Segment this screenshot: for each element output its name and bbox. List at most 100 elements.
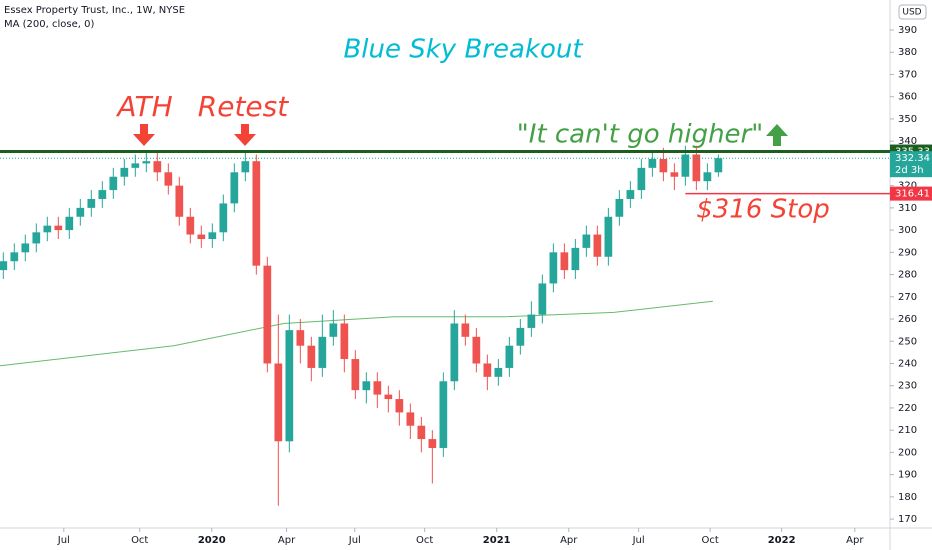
candle-body bbox=[395, 399, 404, 413]
candle-body bbox=[296, 330, 305, 346]
y-tick-label: 340 bbox=[898, 136, 917, 147]
annotation: "It can't go higher" bbox=[517, 120, 763, 150]
candle-body bbox=[65, 216, 74, 231]
y-tick-label: 310 bbox=[898, 203, 917, 214]
candle-body bbox=[10, 252, 19, 262]
candle-body bbox=[76, 207, 85, 217]
candle-body bbox=[263, 265, 272, 364]
candle-body bbox=[538, 283, 547, 315]
candle-body bbox=[439, 381, 448, 448]
x-tick-label: Oct bbox=[701, 535, 718, 546]
candle-body bbox=[351, 359, 360, 391]
candle-body bbox=[131, 163, 140, 168]
candle-body bbox=[472, 336, 481, 364]
ma-line bbox=[0, 300, 713, 367]
y-tick-label: 350 bbox=[898, 114, 917, 125]
candle-body bbox=[373, 381, 382, 395]
candle-body bbox=[648, 158, 657, 168]
candle-body bbox=[549, 252, 558, 284]
candle-body bbox=[527, 314, 536, 328]
y-tick-label: 180 bbox=[898, 492, 917, 503]
candle-body bbox=[593, 234, 602, 257]
candle-body bbox=[428, 439, 437, 448]
candle-body bbox=[681, 154, 690, 177]
x-tick-label: Jul bbox=[632, 535, 645, 546]
candle-body bbox=[153, 161, 162, 173]
candle-body bbox=[208, 232, 217, 239]
plot bbox=[0, 145, 723, 506]
y-tick-label: 230 bbox=[898, 381, 917, 392]
x-tick-label: Apr bbox=[278, 535, 296, 546]
candle-body bbox=[0, 261, 8, 271]
y-tick-label: 200 bbox=[898, 447, 917, 458]
candle-body bbox=[670, 172, 679, 177]
candle-body bbox=[164, 172, 173, 186]
candle-body bbox=[43, 225, 52, 233]
x-tick-label: Apr bbox=[846, 535, 864, 546]
candle-body bbox=[571, 247, 580, 271]
candle-body bbox=[98, 190, 107, 199]
candle-body bbox=[714, 158, 723, 173]
last-price-label: 332.34 bbox=[895, 153, 930, 164]
candle-body bbox=[21, 243, 30, 253]
x-tick-label: Jul bbox=[57, 535, 70, 546]
candle-body bbox=[274, 363, 283, 442]
candle-body bbox=[241, 161, 250, 173]
y-tick-label: 240 bbox=[898, 358, 917, 369]
candle-body bbox=[604, 216, 613, 257]
down-arrow bbox=[133, 124, 155, 146]
candle-body bbox=[175, 185, 184, 217]
indicator-legend: MA (200, close, 0) bbox=[4, 19, 94, 30]
candle-body bbox=[637, 167, 646, 191]
candle-body bbox=[494, 367, 503, 377]
candle-body bbox=[417, 425, 426, 440]
x-tick-label: Oct bbox=[416, 535, 433, 546]
header: Essex Property Trust, Inc., 1W, NYSE bbox=[4, 5, 185, 16]
candle-body bbox=[186, 216, 195, 235]
x-tick-label: Oct bbox=[131, 535, 148, 546]
candle-body bbox=[505, 345, 514, 368]
x-tick-label: 2020 bbox=[198, 535, 226, 546]
candle-body bbox=[483, 363, 492, 377]
x-tick-label: Apr bbox=[560, 535, 578, 546]
x-tick-label: 2022 bbox=[768, 535, 796, 546]
annotation: Retest bbox=[198, 90, 289, 123]
x-tick-label: 2021 bbox=[483, 535, 511, 546]
candle-body bbox=[560, 252, 569, 271]
candle-body bbox=[285, 330, 294, 442]
candle-body bbox=[318, 336, 327, 368]
currency-box[interactable] bbox=[898, 4, 927, 20]
annotation: $316 Stop bbox=[696, 195, 830, 225]
candle-body bbox=[197, 234, 206, 239]
candle-body bbox=[659, 158, 668, 173]
candle-body bbox=[626, 190, 635, 199]
y-tick-label: 260 bbox=[898, 314, 917, 325]
candle-body bbox=[307, 345, 316, 368]
candle-body bbox=[142, 161, 151, 164]
candle-body bbox=[32, 232, 41, 244]
x-tick-label: Jul bbox=[348, 535, 361, 546]
candle-body bbox=[109, 176, 118, 191]
candle-body bbox=[87, 198, 96, 208]
y-tick-label: 380 bbox=[898, 47, 917, 58]
candle-body bbox=[703, 172, 712, 182]
down-arrow bbox=[234, 124, 256, 146]
candle-body bbox=[120, 167, 129, 177]
y-tick-label: 390 bbox=[898, 25, 917, 36]
candle-body bbox=[362, 381, 371, 391]
up-arrow bbox=[766, 124, 788, 146]
candle-body bbox=[329, 323, 338, 337]
level-label-box bbox=[890, 186, 932, 201]
y-tick-label: 290 bbox=[898, 247, 917, 258]
y-tick-label: 300 bbox=[898, 225, 917, 236]
y-tick-label: 190 bbox=[898, 470, 917, 481]
y-tick-label: 250 bbox=[898, 336, 917, 347]
candle-body bbox=[340, 323, 349, 360]
candle-body bbox=[219, 203, 228, 233]
currency: USD bbox=[902, 8, 921, 18]
y-tick-label: 170 bbox=[898, 514, 917, 525]
candle-body bbox=[450, 323, 459, 382]
candle-body bbox=[582, 234, 591, 248]
